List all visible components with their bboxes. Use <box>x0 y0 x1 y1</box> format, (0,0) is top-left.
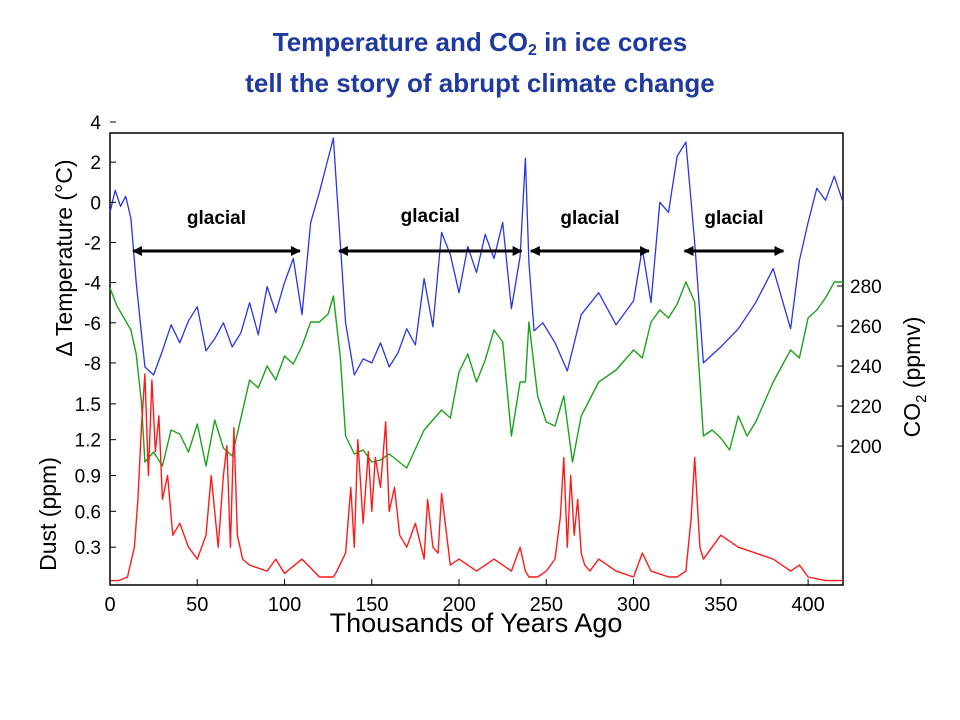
temperature-series-line <box>109 137 844 376</box>
x-tick-label: 100 <box>268 594 301 616</box>
co2-y-tick-label: 280 <box>850 277 882 298</box>
temperature-y-tick-label: 0 <box>90 193 101 214</box>
dust-y-tick-label: 1.2 <box>75 431 101 452</box>
glacial-label: glacial <box>560 208 619 229</box>
temperature-y-tick-label: -8 <box>84 354 101 375</box>
chart-title: Temperature and CO2 in ice cores tell th… <box>0 26 960 99</box>
x-tick-label: 200 <box>442 594 475 616</box>
x-tick-label: 150 <box>355 594 388 616</box>
x-tick-label: 250 <box>530 594 563 616</box>
title-text-suffix: in ice cores <box>536 27 688 57</box>
chart-title-line-1: Temperature and CO2 in ice cores <box>0 26 960 67</box>
dust-series-line <box>110 373 843 582</box>
temperature-axis-label: Δ Temperature (°C) <box>51 159 77 356</box>
co2-y-tick-label: 260 <box>850 317 882 338</box>
x-tick-label: 400 <box>791 594 824 616</box>
temperature-y-tick-label: 2 <box>90 153 101 174</box>
chart-title-line-2: tell the story of abrupt climate change <box>245 68 715 98</box>
temperature-y-tick-label: -2 <box>84 233 101 254</box>
glacial-label: glacial <box>401 206 460 227</box>
co2-y-tick-label: 240 <box>850 357 882 378</box>
x-tick-label: 300 <box>617 594 650 616</box>
x-tick-label: 0 <box>104 594 115 616</box>
temperature-y-tick-label: 4 <box>90 113 101 134</box>
data-series-group <box>109 137 844 582</box>
x-tick-label: 50 <box>186 594 208 616</box>
glacial-label: glacial <box>704 208 763 229</box>
dust-y-tick-label: 0.6 <box>75 502 101 523</box>
title-text-prefix: Temperature and CO <box>272 27 529 57</box>
dust-y-tick-label: 0.3 <box>75 538 101 559</box>
x-axis-label: Thousands of Years Ago <box>330 608 623 638</box>
temperature-y-tick-label: -4 <box>84 274 101 295</box>
x-tick-label: 350 <box>704 594 737 616</box>
dust-axis-label: Dust (ppm) <box>35 457 61 571</box>
axes-group: 0 50 100 150 200 250 300 350 400 Thousands of Yea… <box>35 113 930 638</box>
temperature-y-tick-label: -6 <box>84 314 101 335</box>
annotation-group: glacial glacial glacial glacial <box>131 206 785 256</box>
co2-series-line <box>109 281 843 469</box>
co2-axis-label: CO2 (ppmv) <box>899 317 930 438</box>
co2-y-tick-label: 220 <box>850 397 882 418</box>
co2-y-tick-label: 200 <box>850 437 882 458</box>
glacial-label: glacial <box>187 208 246 229</box>
dust-y-tick-label: 1.5 <box>75 395 101 416</box>
dust-y-tick-label: 0.9 <box>75 467 101 488</box>
title-subscript: 2 <box>528 42 537 59</box>
plot-frame <box>109 132 844 586</box>
